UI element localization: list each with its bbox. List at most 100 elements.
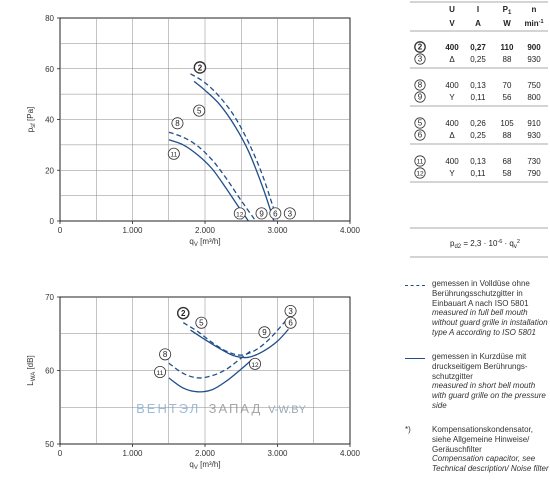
curve-marker bbox=[258, 326, 271, 339]
curve-marker bbox=[193, 104, 206, 117]
y-tick-label: 20 bbox=[45, 166, 54, 175]
legend-solid-text: gemessen in Kurzdüse mit druckseitigem B… bbox=[432, 352, 550, 411]
table-cell: 400 bbox=[445, 43, 459, 52]
x-tick-label: 3.000 bbox=[267, 226, 288, 235]
row-marker bbox=[414, 53, 426, 65]
y-tick-label: 60 bbox=[45, 367, 54, 376]
capacitor-note: *) Kompensationskondensator, siehe Allge… bbox=[405, 425, 550, 474]
curve-2 bbox=[190, 73, 279, 222]
table-cell: 930 bbox=[527, 55, 541, 64]
table-cell: 88 bbox=[503, 55, 512, 64]
table-cell: 0,26 bbox=[470, 119, 486, 128]
table-cell: 56 bbox=[503, 93, 512, 102]
curve-marker-label: 2 bbox=[181, 309, 186, 318]
table-cell: Y bbox=[449, 169, 455, 178]
note-mark: *) bbox=[405, 425, 411, 434]
curve-2 bbox=[182, 317, 289, 356]
curve-marker bbox=[269, 207, 282, 220]
svg-text:LWA [dB]: LWA [dB] bbox=[26, 355, 37, 385]
legend-dashed-en: measured in full bell mouth without guar… bbox=[432, 308, 548, 337]
table-unit: V bbox=[449, 19, 455, 28]
curve-marker-label: 5 bbox=[197, 107, 202, 116]
svg-text:qV [m³/h]: qV [m³/h] bbox=[189, 237, 220, 248]
table-cell: 0,25 bbox=[470, 55, 486, 64]
legend-solid-swatch bbox=[405, 358, 425, 359]
curve-marker-label: 12 bbox=[236, 211, 244, 218]
row-marker bbox=[414, 91, 426, 103]
curve-marker bbox=[249, 357, 262, 370]
row-marker-label: 11 bbox=[417, 159, 424, 166]
table-cell: 750 bbox=[527, 81, 541, 90]
table-cell: 790 bbox=[527, 169, 541, 178]
curve-marker bbox=[255, 207, 268, 220]
table-cell: 910 bbox=[527, 119, 541, 128]
table-cell: 0,13 bbox=[470, 81, 486, 90]
curve-5 bbox=[190, 328, 289, 359]
curve-marker-label: 6 bbox=[288, 319, 293, 328]
x-tick-label: 0 bbox=[58, 226, 63, 235]
x-tick-label: 2.000 bbox=[195, 226, 216, 235]
watermark-left: ВЕНТЭЛ bbox=[136, 401, 200, 416]
curve-marker bbox=[284, 304, 297, 317]
curve-marker bbox=[171, 117, 184, 130]
table-unit: A bbox=[475, 19, 481, 28]
x-tick-label: 1.000 bbox=[122, 226, 143, 235]
curve-marker-label: 8 bbox=[175, 119, 180, 128]
pressure-chart: 0 1.000 2.000 3.000 4.000 0 20 40 60 80 qV [m³/h] p… bbox=[26, 14, 361, 248]
table-header: n bbox=[532, 5, 537, 14]
curve-marker-label: 6 bbox=[273, 209, 278, 218]
svg-text:qV [m³/h]: qV [m³/h] bbox=[189, 460, 220, 471]
y-tick-label: 40 bbox=[45, 116, 54, 125]
curve-marker bbox=[154, 365, 167, 378]
curve-marker-label: 8 bbox=[163, 350, 168, 359]
curve-marker-label: 11 bbox=[157, 370, 164, 377]
row-marker bbox=[414, 155, 426, 167]
y-tick-label: 80 bbox=[45, 14, 54, 23]
table-cell: 400 bbox=[445, 119, 459, 128]
row-marker-label: 5 bbox=[418, 119, 423, 128]
curve-marker-label: 2 bbox=[198, 63, 203, 72]
row-marker-label: 9 bbox=[418, 93, 423, 102]
curve-marker-label: 12 bbox=[251, 362, 259, 369]
x-tick-label: 3.000 bbox=[267, 449, 288, 458]
legend-dashed-de: gemessen in Volldüse ohne Berührungsschu… bbox=[432, 279, 530, 308]
curve-marker bbox=[195, 316, 208, 329]
row-marker-label: 2 bbox=[418, 43, 423, 52]
svg-text:psf [Pa]: psf [Pa] bbox=[26, 107, 37, 133]
y-tick-label: 0 bbox=[50, 217, 55, 226]
table-cell: 110 bbox=[501, 43, 514, 52]
y-tick-label: 50 bbox=[45, 440, 54, 449]
plot-frame bbox=[59, 296, 351, 445]
table-cell: 730 bbox=[527, 157, 541, 166]
row-marker bbox=[414, 79, 426, 91]
table-cell: 0,27 bbox=[470, 43, 486, 52]
x-tick-label: 2.000 bbox=[195, 449, 216, 458]
x-axis-label: qV [m³/h] bbox=[189, 237, 220, 248]
table-cell: 0,11 bbox=[471, 93, 487, 102]
table-cell: 800 bbox=[527, 93, 541, 102]
x-tick-label: 4.000 bbox=[340, 226, 361, 235]
row-marker bbox=[414, 41, 426, 53]
row-marker-label: 6 bbox=[418, 131, 423, 140]
table-header: U bbox=[449, 5, 455, 14]
table-cell: 0,13 bbox=[470, 157, 486, 166]
curve-8 bbox=[168, 131, 257, 222]
table-cell: 400 bbox=[445, 157, 459, 166]
watermark-right: ЗАПАД bbox=[209, 401, 263, 416]
table-cell: Δ bbox=[449, 55, 455, 64]
legend-solid-de: gemessen in Kurzdüse mit druckseitigem B… bbox=[432, 352, 528, 381]
curve-marker-label: 11 bbox=[170, 152, 177, 159]
curve-marker bbox=[283, 207, 296, 220]
table-header: P1 bbox=[503, 5, 512, 16]
curve-marker-label: 3 bbox=[288, 307, 293, 316]
y-tick-label: 60 bbox=[45, 65, 54, 74]
x-tick-label: 1.000 bbox=[122, 449, 143, 458]
row-marker bbox=[414, 167, 426, 179]
table-cell: Δ bbox=[449, 131, 455, 140]
table-cell: 88 bbox=[503, 131, 512, 140]
row-marker-label: 8 bbox=[418, 81, 423, 90]
table-cell: 930 bbox=[527, 131, 541, 140]
row-marker-label: 3 bbox=[418, 55, 423, 64]
curve-marker bbox=[159, 348, 172, 361]
